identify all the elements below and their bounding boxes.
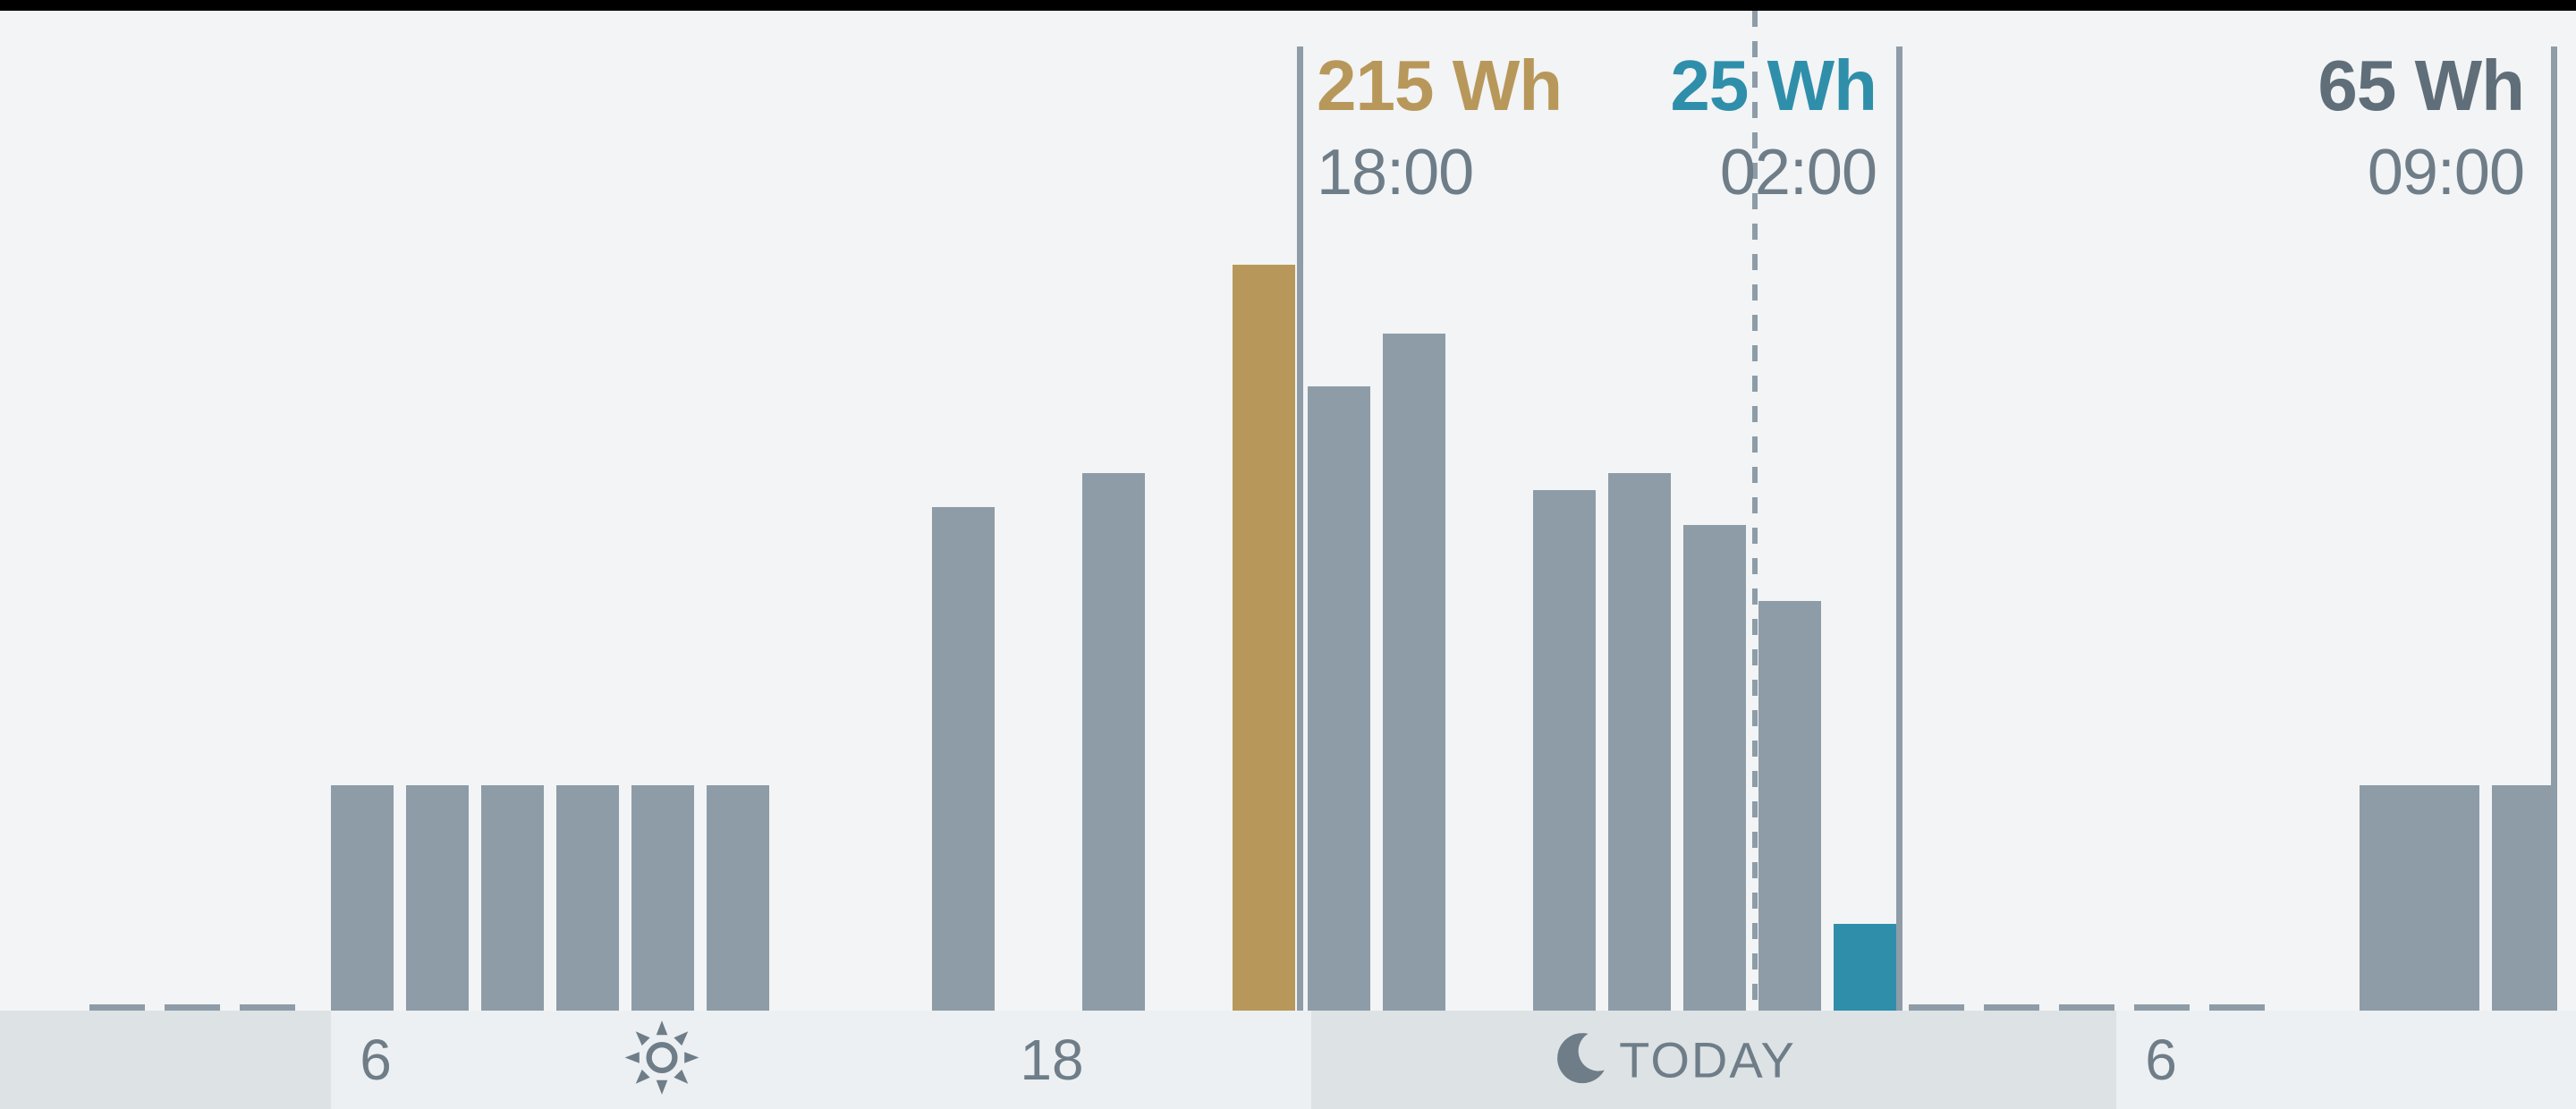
energy-bar[interactable]: [1608, 473, 1671, 1011]
future-gray-value: 65 Wh: [2318, 45, 2524, 127]
low-teal-time: 02:00: [1720, 136, 1877, 209]
time-axis: 6 18 6 TODAY: [0, 1011, 2576, 1109]
axis-hour-label: 6: [360, 1027, 392, 1093]
axis-segment: [0, 1011, 331, 1109]
energy-bar[interactable]: [1233, 265, 1295, 1011]
energy-bar[interactable]: [1683, 525, 1746, 1011]
baseline-dash: [89, 1004, 145, 1011]
energy-bar[interactable]: [1533, 490, 1596, 1011]
low-teal-value: 25 Wh: [1670, 45, 1877, 127]
axis-hour-label: 6: [2145, 1027, 2177, 1093]
energy-bar[interactable]: [932, 507, 995, 1011]
top-border: [0, 0, 2576, 11]
energy-bar[interactable]: [631, 785, 694, 1011]
energy-bar[interactable]: [406, 785, 469, 1011]
energy-bar[interactable]: [1758, 601, 1821, 1011]
low-teal-line: [1896, 47, 1902, 1011]
energy-bar[interactable]: [556, 785, 619, 1011]
energy-bar[interactable]: [1082, 473, 1145, 1011]
energy-bar[interactable]: [2417, 785, 2479, 1011]
sun-icon: [622, 1018, 702, 1103]
axis-segment: [2116, 1011, 2576, 1109]
peak-gold-time: 18:00: [1317, 136, 1473, 209]
energy-bar[interactable]: [1308, 386, 1370, 1011]
baseline-dash: [240, 1004, 295, 1011]
baseline-dash: [165, 1004, 220, 1011]
peak-gold-value: 215 Wh: [1317, 45, 1562, 127]
moon-icon: [1549, 1027, 1612, 1094]
future-gray-time: 09:00: [2368, 136, 2524, 209]
energy-bar[interactable]: [1383, 334, 1445, 1011]
energy-bar[interactable]: [2492, 785, 2555, 1011]
peak-gold-line: [1297, 47, 1303, 1011]
baseline-dash: [1984, 1004, 2039, 1011]
axis-hour-label: 18: [1020, 1027, 1083, 1093]
today-indicator: TODAY: [1549, 1027, 1796, 1094]
baseline-dash: [2059, 1004, 2114, 1011]
energy-bar[interactable]: [481, 785, 544, 1011]
plot-area: 215 Wh 18:00 25 Wh 02:00 65 Wh 09:00: [0, 11, 2576, 1011]
today-label: TODAY: [1619, 1031, 1796, 1089]
energy-bar[interactable]: [331, 785, 394, 1011]
baseline-dash: [2209, 1004, 2265, 1011]
axis-segment: [331, 1011, 1311, 1109]
energy-bar[interactable]: [2360, 785, 2422, 1011]
baseline-dash: [1909, 1004, 1964, 1011]
future-gray-line: [2551, 47, 2557, 1011]
energy-bar[interactable]: [707, 785, 769, 1011]
baseline-dash: [2134, 1004, 2190, 1011]
energy-bar[interactable]: [1834, 924, 1896, 1011]
